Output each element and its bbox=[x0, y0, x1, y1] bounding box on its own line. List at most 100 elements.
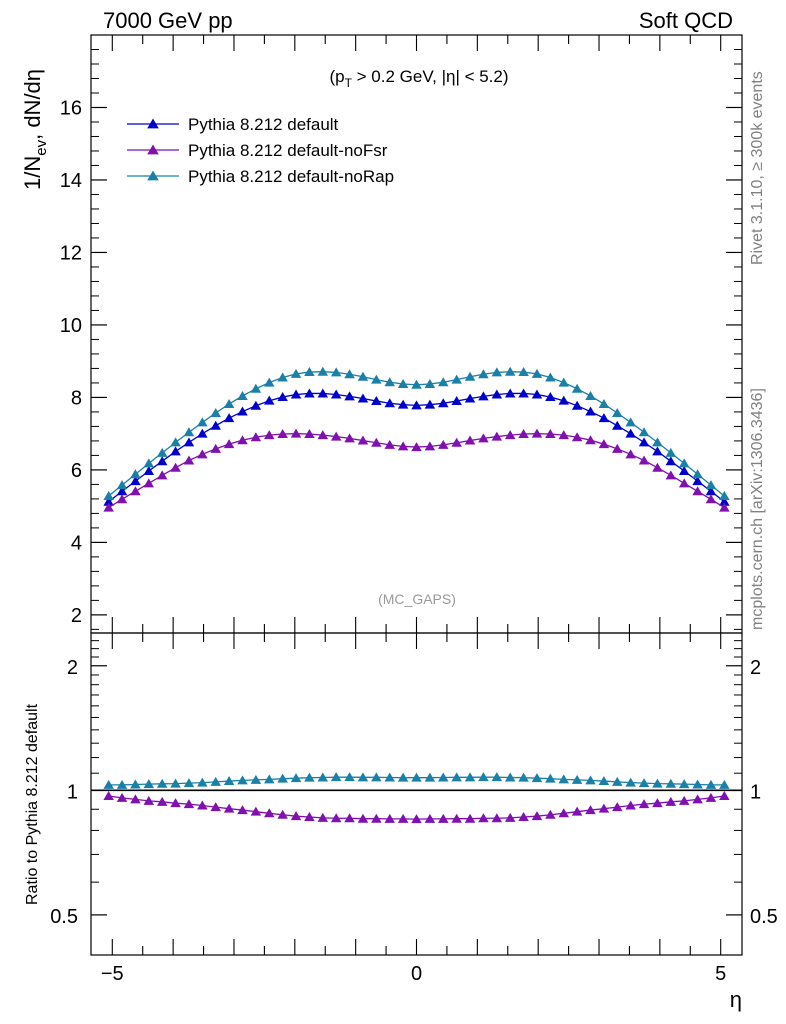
data-point bbox=[103, 496, 114, 506]
ratio-point bbox=[344, 813, 355, 823]
legend-entry: Pythia 8.212 default-noFsr bbox=[127, 141, 388, 160]
data-point bbox=[317, 430, 329, 440]
ratio-point bbox=[531, 773, 543, 783]
data-point bbox=[411, 379, 422, 389]
data-point bbox=[156, 447, 168, 457]
data-point bbox=[330, 367, 342, 377]
data-point bbox=[384, 398, 395, 408]
data-point bbox=[571, 383, 583, 393]
data-point bbox=[317, 388, 329, 398]
ratio-point bbox=[585, 805, 596, 815]
data-point bbox=[210, 408, 221, 418]
data-point bbox=[438, 439, 449, 449]
data-point bbox=[170, 446, 181, 456]
legend-entry: Pythia 8.212 default-noRap bbox=[127, 167, 394, 186]
ratio-point bbox=[638, 778, 650, 788]
data-point bbox=[678, 465, 690, 475]
data-point bbox=[210, 420, 221, 430]
ratio-point bbox=[451, 813, 462, 823]
cut-label: (pT > 0.2 GeV, |η| < 5.2) bbox=[329, 67, 508, 90]
data-point bbox=[264, 377, 275, 387]
data-point bbox=[705, 494, 717, 504]
ratio-point bbox=[183, 778, 195, 788]
data-point bbox=[277, 372, 288, 382]
ratio-point bbox=[464, 813, 476, 823]
data-point bbox=[250, 383, 262, 393]
ratio-y-label: Ratio to Pythia 8.212 default bbox=[24, 703, 41, 905]
ratio-point bbox=[719, 779, 730, 789]
ratio-point bbox=[719, 790, 730, 800]
rivet-label: Rivet 3.1.10, ≥ 300k events bbox=[749, 71, 766, 265]
data-point bbox=[652, 446, 663, 456]
data-point bbox=[143, 478, 155, 488]
data-point bbox=[183, 437, 195, 447]
data-point bbox=[719, 496, 730, 506]
data-point bbox=[598, 439, 610, 449]
ratio-point bbox=[197, 800, 208, 810]
data-point bbox=[705, 480, 717, 490]
xtick-label: 5 bbox=[715, 963, 726, 985]
ratio-point bbox=[531, 811, 543, 821]
data-point bbox=[665, 470, 677, 480]
main-series-2 bbox=[103, 428, 730, 512]
x-axis-label: η bbox=[730, 987, 742, 1012]
ratio-point bbox=[612, 802, 623, 812]
data-point bbox=[705, 486, 717, 496]
data-point bbox=[357, 435, 369, 445]
xtick-label: −5 bbox=[101, 963, 124, 985]
data-point bbox=[545, 372, 556, 382]
ratio-point bbox=[103, 779, 114, 789]
data-point bbox=[638, 455, 650, 465]
main-ytick-label: 10 bbox=[60, 315, 82, 337]
data-point bbox=[451, 437, 462, 447]
ratio-ytick-label-left: 2 bbox=[67, 657, 78, 679]
ratio-point bbox=[237, 805, 248, 815]
ratio-point bbox=[545, 809, 556, 819]
ratio-point bbox=[518, 772, 529, 782]
ratio-point bbox=[277, 809, 288, 819]
data-point bbox=[103, 502, 114, 512]
ratio-point bbox=[223, 776, 235, 786]
data-point bbox=[424, 399, 436, 409]
data-point bbox=[678, 458, 690, 468]
ratio-point bbox=[424, 813, 436, 823]
ratio-point bbox=[451, 772, 462, 782]
data-point bbox=[250, 432, 262, 442]
header-left: 7000 GeV pp bbox=[103, 8, 233, 33]
legend-label: Pythia 8.212 default bbox=[188, 115, 339, 134]
data-point bbox=[183, 427, 195, 437]
data-point bbox=[170, 437, 181, 447]
data-point bbox=[719, 502, 730, 512]
watermark: (MC_GAPS) bbox=[378, 591, 456, 607]
ratio-point bbox=[116, 779, 128, 789]
ratio-point bbox=[625, 777, 636, 787]
data-point bbox=[438, 398, 449, 408]
legend-label: Pythia 8.212 default-noRap bbox=[188, 167, 394, 186]
ratio-point bbox=[652, 778, 663, 788]
legend-entry: Pythia 8.212 default bbox=[127, 115, 339, 134]
data-point bbox=[692, 476, 703, 486]
ratio-point bbox=[478, 813, 489, 823]
ratio-point bbox=[678, 795, 690, 805]
ratio-point bbox=[652, 798, 663, 808]
data-point bbox=[237, 390, 248, 400]
ratio-point bbox=[317, 812, 329, 822]
ratio-ytick-label-right: 2 bbox=[750, 657, 761, 679]
data-point bbox=[558, 430, 569, 440]
data-point bbox=[545, 429, 556, 439]
data-point bbox=[384, 377, 395, 387]
data-point bbox=[304, 388, 315, 398]
data-point bbox=[223, 439, 235, 449]
ratio-point bbox=[210, 802, 221, 812]
data-point bbox=[678, 478, 690, 488]
ratio-point bbox=[156, 796, 168, 806]
ratio-point bbox=[130, 779, 141, 789]
ratio-point bbox=[491, 772, 503, 782]
ratio-point bbox=[237, 775, 248, 785]
ratio-point bbox=[678, 779, 690, 789]
data-point bbox=[290, 389, 302, 399]
data-point bbox=[504, 430, 516, 440]
main-series-1 bbox=[103, 388, 730, 506]
ratio-series-group bbox=[103, 772, 730, 824]
